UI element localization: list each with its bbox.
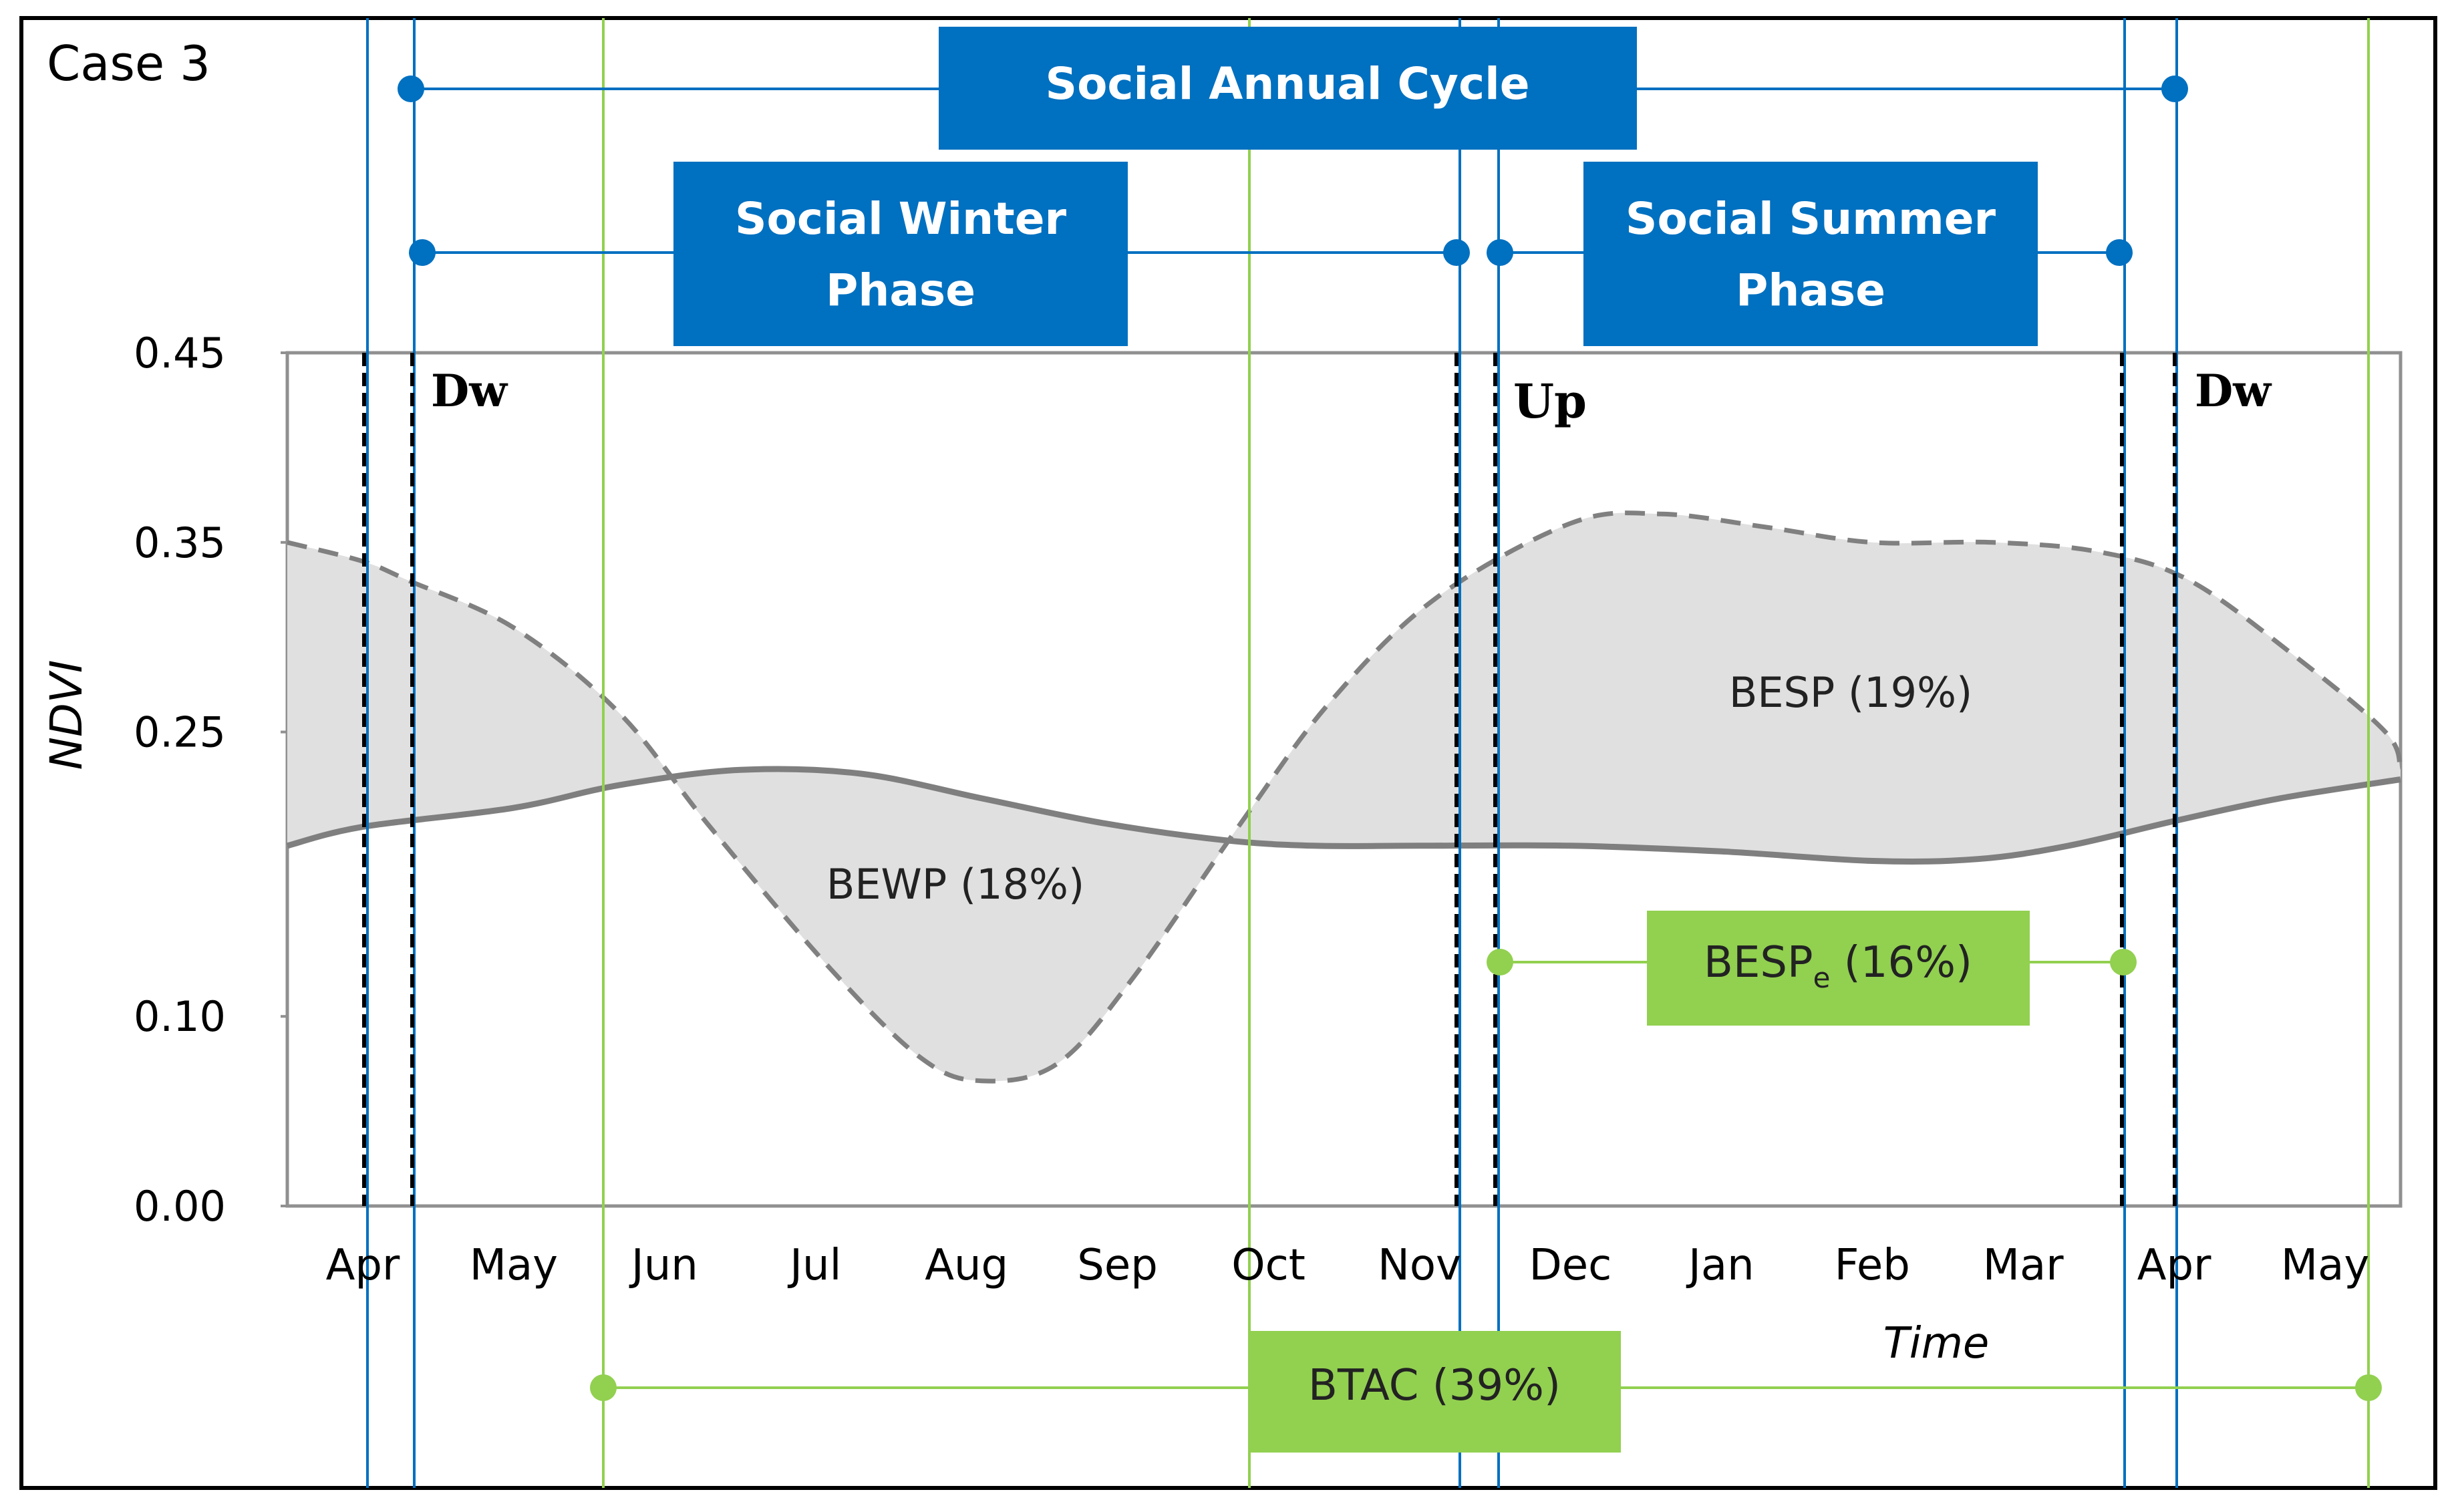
x-tick-label: Apr (326, 1241, 400, 1290)
y-axis-title: NDVI (41, 660, 92, 770)
y-axis: 0.45 0.35 0.25 0.10 0.00 (134, 329, 287, 1231)
winter-phase-box (673, 162, 1128, 346)
region-label-besp: BESP (19%) (1729, 668, 1972, 717)
summer-phase-dot-left (1487, 239, 1513, 266)
x-tick-label: May (470, 1241, 558, 1290)
x-tick-label: Apr (2137, 1241, 2211, 1290)
deviation-fill-area (287, 512, 2401, 1082)
x-tick-label: Mar (1983, 1241, 2064, 1290)
summer-phase-indicator: Social Summer Phase (1487, 162, 2133, 346)
btac-label: BTAC (39%) (1308, 1361, 1561, 1410)
besp-e-dot-left (1487, 949, 1513, 975)
annual-cycle-dot-left (398, 75, 424, 102)
phase-label-dw-1: Dw (431, 365, 508, 417)
besp-e-indicator: BESPe (16%) (1487, 911, 2137, 1026)
x-tick-label: Oct (1231, 1241, 1306, 1290)
observed-ndvi-curve (287, 510, 2403, 1084)
phase-label-dw-2: Dw (2195, 365, 2272, 417)
annual-cycle-indicator: Social Annual Cycle (398, 27, 2188, 150)
besp-e-label-subscript: e (1813, 961, 1831, 994)
besp-e-box (1647, 911, 2030, 1026)
x-tick-label: Sep (1077, 1241, 1158, 1290)
winter-phase-indicator: Social Winter Phase (409, 162, 1470, 346)
besp-e-label-main: BESP (1704, 938, 1813, 988)
case-label: Case 3 (47, 35, 210, 92)
y-tick-label: 0.00 (134, 1182, 226, 1231)
winter-phase-label-line-2: Phase (826, 265, 975, 316)
x-tick-label: Feb (1835, 1241, 1910, 1290)
summer-phase-label-line-1: Social Summer (1626, 193, 1996, 245)
btac-dot-left (590, 1374, 617, 1401)
x-axis: Apr May Jun Jul Aug Sep Oct Nov Dec Jan Feb Mar Apr M… (326, 1241, 2370, 1290)
btac-indicator: BTAC (39%) (590, 1331, 2382, 1453)
summer-phase-box (1583, 162, 2038, 346)
x-tick-label: Jan (1686, 1241, 1754, 1290)
x-tick-label: Dec (1529, 1241, 1612, 1290)
x-tick-label: Aug (925, 1241, 1008, 1290)
besp-e-dot-right (2110, 949, 2137, 975)
green-lines (602, 18, 2370, 1488)
x-axis-title: Time (1883, 1319, 1990, 1368)
summer-phase-label-line-2: Phase (1736, 265, 1885, 316)
summer-phase-dot-right (2106, 239, 2133, 266)
y-tick-label: 0.45 (134, 329, 226, 377)
x-tick-label: Nov (1378, 1241, 1461, 1290)
winter-phase-dot-left (409, 239, 436, 266)
btac-box (1248, 1331, 1621, 1453)
btac-dot-right (2355, 1374, 2382, 1401)
y-tick-label: 0.25 (134, 708, 226, 757)
y-tick-label: 0.35 (134, 518, 226, 567)
x-tick-label: Jul (787, 1241, 841, 1290)
transition-lines (362, 353, 2177, 1206)
region-label-bewp: BEWP (18%) (826, 860, 1084, 909)
winter-phase-dot-right (1443, 239, 1470, 266)
x-tick-label: May (2281, 1241, 2369, 1290)
y-tick-label: 0.10 (134, 992, 226, 1041)
besp-e-label: BESPe (16%) (1704, 938, 1972, 994)
besp-e-label-percent: (16%) (1830, 938, 1972, 988)
winter-phase-label-line-1: Social Winter (735, 193, 1066, 245)
annual-cycle-box (939, 27, 1637, 150)
reference-ndvi-curve (286, 766, 2401, 865)
annual-cycle-label: Social Annual Cycle (1046, 58, 1530, 110)
phase-label-up: Up (1513, 373, 1587, 429)
annual-cycle-dot-right (2161, 75, 2188, 102)
x-tick-label: Jun (629, 1241, 698, 1290)
